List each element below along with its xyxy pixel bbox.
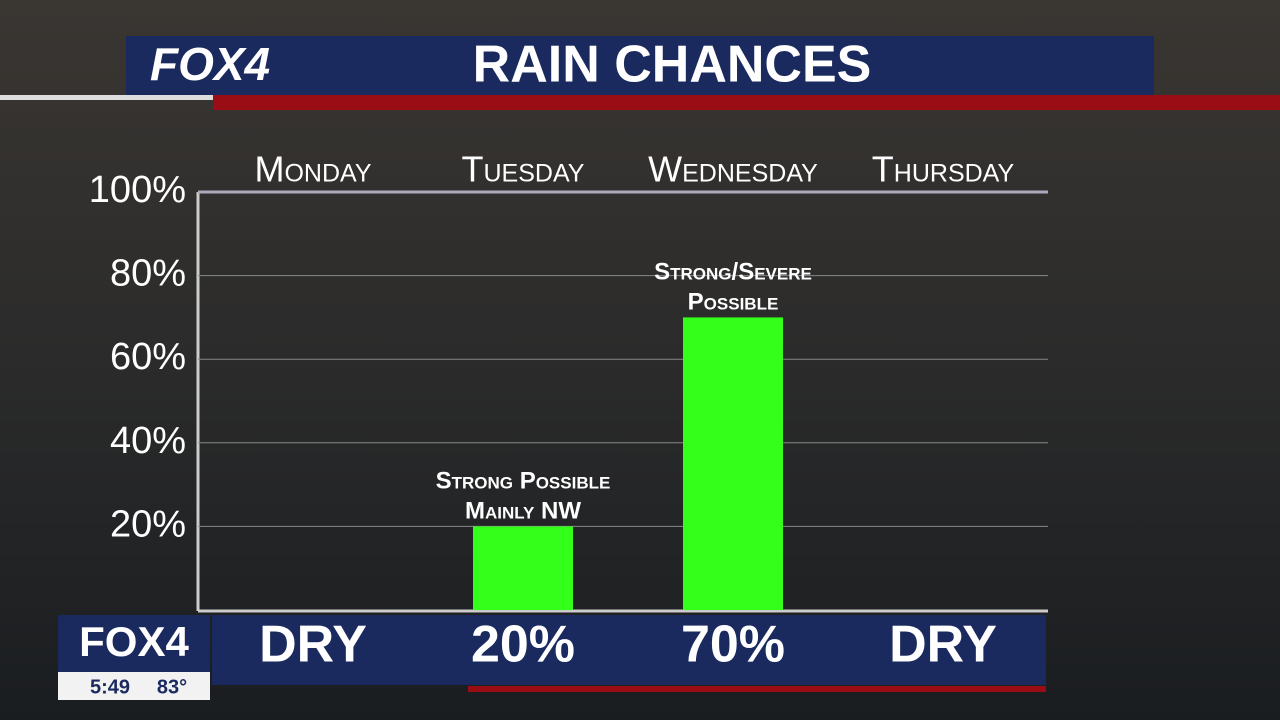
time-box (58, 672, 210, 700)
header-line (0, 95, 213, 100)
temperature: 83° (157, 676, 187, 698)
annotation: Strong Possible (436, 468, 611, 495)
header-logo: FOX4 (150, 38, 270, 90)
y-tick-label: 20% (110, 503, 186, 545)
annotation: Strong/Severe (654, 259, 812, 286)
annotation: Possible (688, 289, 779, 316)
time: 5:49 (90, 676, 130, 698)
day-label: Wednesday (648, 149, 818, 190)
y-tick-label: 60% (110, 336, 186, 378)
y-tick-label: 100% (89, 169, 186, 211)
value-label: DRY (259, 616, 367, 674)
value-label: DRY (889, 616, 997, 674)
bar (683, 317, 783, 610)
y-tick-label: 40% (110, 420, 186, 462)
logo-box (58, 615, 210, 672)
header-stripe (213, 95, 1280, 110)
annotation: Mainly NW (465, 498, 581, 525)
day-label: Tuesday (462, 149, 585, 190)
y-tick-label: 80% (110, 253, 186, 295)
chart-title: RAIN CHANCES (473, 36, 872, 94)
day-label: Thursday (872, 149, 1015, 190)
bar (473, 526, 573, 610)
value-band (212, 615, 1046, 685)
day-label: Monday (254, 149, 371, 190)
value-label: 70% (681, 616, 785, 674)
value-band-stripe (468, 686, 1046, 692)
header-bar (126, 36, 1154, 96)
corner-logo: FOX4 (79, 618, 189, 665)
value-label: 20% (471, 616, 575, 674)
